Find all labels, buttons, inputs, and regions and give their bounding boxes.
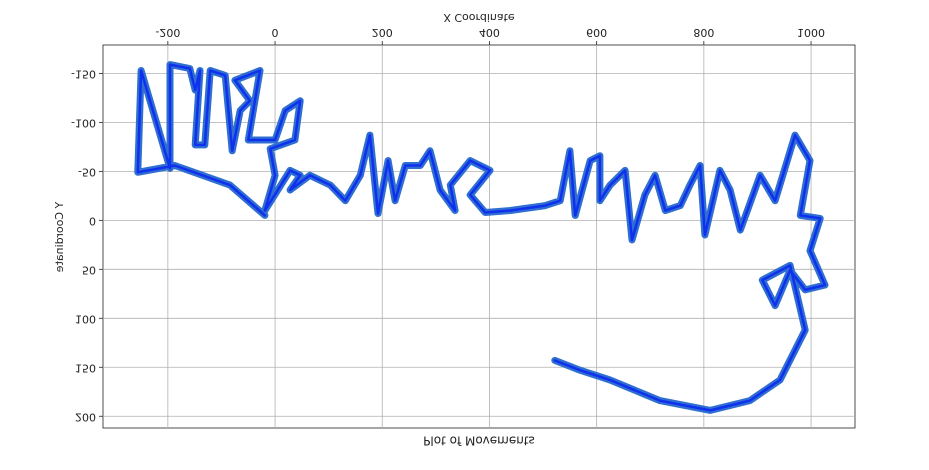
y-tick-label: 100 [75, 312, 96, 325]
y-tick-label: -150 [71, 67, 96, 80]
x-tick-label: 800 [693, 26, 714, 39]
y-tick-label: 150 [75, 361, 96, 374]
y-tick-label: 200 [75, 410, 96, 423]
y-tick-label: 50 [82, 263, 96, 276]
x-tick-label: 1000 [797, 26, 825, 39]
y-axis-label: Y Coordinate [53, 201, 66, 273]
x-tick-label: 0 [272, 26, 279, 39]
x-tick-label: -200 [155, 26, 180, 39]
plot-frame [102, 44, 856, 429]
line-outline [134, 61, 829, 414]
y-tick-label: 0 [89, 214, 96, 227]
x-axis-label: X Coordinate [443, 11, 515, 24]
y-tick-label: -100 [71, 116, 96, 129]
y-tick-label: -50 [78, 165, 96, 178]
line [136, 63, 827, 412]
x-tick-label: 400 [479, 26, 500, 39]
chart-title: Plot of Movements [423, 434, 535, 448]
x-tick-label: 200 [372, 26, 393, 39]
x-tick-label: 600 [586, 26, 607, 39]
